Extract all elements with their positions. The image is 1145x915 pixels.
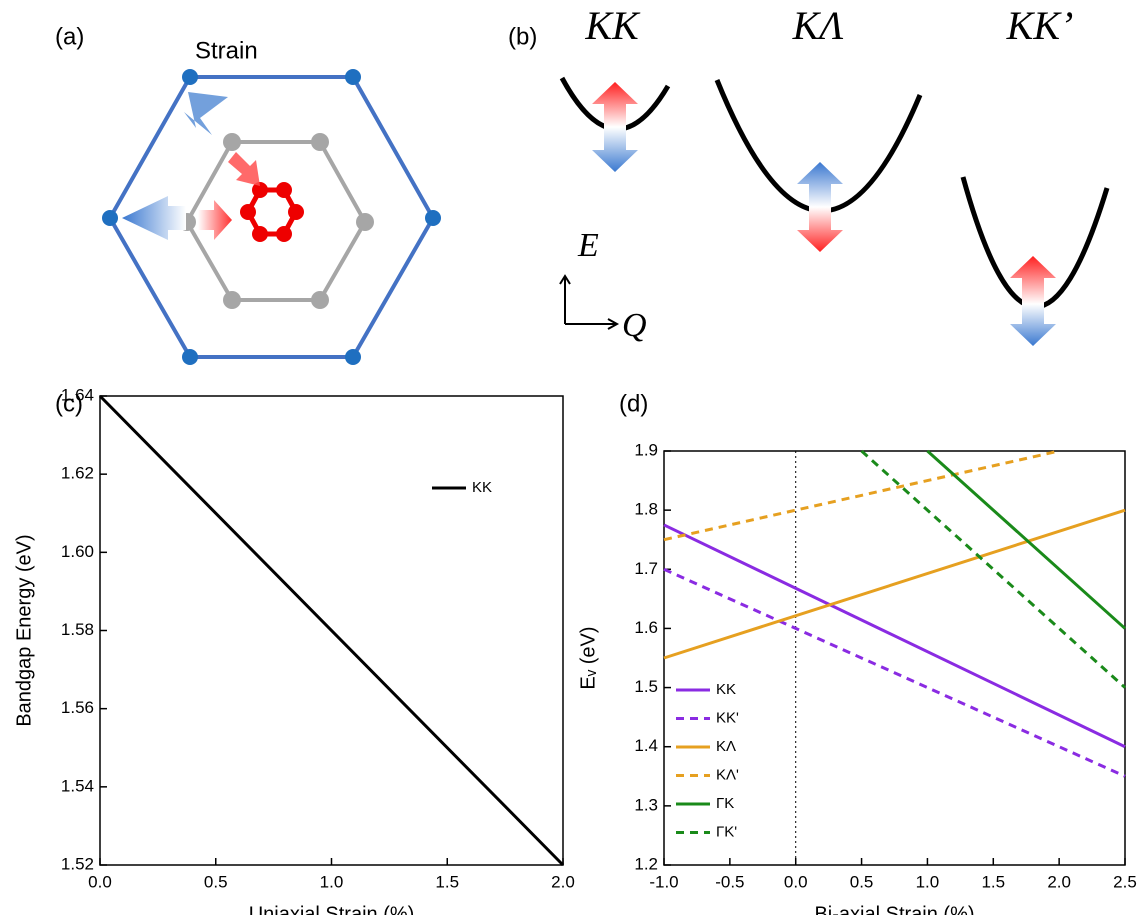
panel-label: (d): [619, 390, 648, 417]
y-tick-label: 1.6: [634, 618, 658, 637]
valley-title: KK: [584, 3, 641, 48]
x-tick-label: -0.5: [715, 872, 744, 891]
x-tick-label: 0.0: [88, 872, 112, 891]
valley-title: KK’: [1006, 3, 1074, 48]
x-tick-label: 1.5: [981, 872, 1005, 891]
y-tick-label: 1.56: [61, 698, 94, 717]
x-axis-label: Uniaxial Strain (%): [249, 903, 415, 915]
series-line: [927, 451, 1125, 628]
y-tick-label: 1.54: [61, 776, 94, 795]
y-tick-label: 1.52: [61, 854, 94, 873]
y-tick-label: 1.5: [634, 677, 658, 696]
x-tick-label: 0.5: [850, 872, 874, 891]
legend-label: ΓK: [716, 795, 734, 812]
x-tick-label: -1.0: [649, 872, 678, 891]
panel-label: (b): [508, 23, 537, 50]
y-axis-label: Eᵥ (eV): [577, 626, 599, 689]
x-tick-label: 2.5: [1113, 872, 1137, 891]
shift-arrows: [592, 82, 1056, 346]
y-tick-label: 1.2: [634, 854, 658, 873]
strain-arrow: [198, 200, 232, 240]
y-axis-label: Bandgap Energy (eV): [13, 534, 35, 726]
y-tick-label: 1.58: [61, 620, 94, 639]
legend-label: KK: [472, 479, 492, 496]
legend-label: KΛ: [716, 738, 736, 755]
y-tick-label: 1.62: [61, 464, 94, 483]
energy-axis: E: [577, 227, 599, 264]
figure: (a) Strain (b) KK KΛ KK’: [0, 0, 1145, 915]
y-tick-label: 1.3: [634, 795, 658, 814]
x-tick-label: 0.0: [784, 872, 808, 891]
strain-arrow: [184, 92, 228, 135]
x-tick-label: 1.5: [435, 872, 459, 891]
y-tick-label: 1.64: [61, 385, 94, 404]
x-tick-label: 2.0: [1047, 872, 1071, 891]
x-tick-label: 0.5: [204, 872, 228, 891]
y-tick-label: 1.60: [61, 542, 94, 561]
x-tick-label: 2.0: [551, 872, 575, 891]
strain-arrow: [122, 196, 186, 240]
legend-label: KK: [716, 681, 736, 698]
y-tick-label: 1.8: [634, 500, 658, 519]
momentum-axis: Q: [622, 307, 647, 344]
y-tick-label: 1.7: [634, 559, 658, 578]
panel-a: (a) Strain: [55, 23, 441, 365]
panel-b: (b) KK KΛ KK’ E Q: [508, 3, 1107, 346]
x-tick-label: 1.0: [320, 872, 344, 891]
y-tick-label: 1.9: [634, 440, 658, 459]
y-tick-label: 1.4: [634, 736, 658, 755]
eq-axes: [560, 276, 617, 329]
legend-label: ΓK': [716, 823, 737, 840]
valley-title: KΛ: [792, 3, 844, 48]
strain-arrow: [228, 152, 260, 186]
x-tick-label: 1.0: [916, 872, 940, 891]
strain-label: Strain: [195, 37, 258, 64]
series-line: [664, 451, 1059, 540]
legend-label: KΛ': [716, 766, 739, 783]
panel-label: (a): [55, 23, 84, 50]
x-axis-label: Bi-axial Strain (%): [814, 903, 974, 915]
series-line: [100, 396, 563, 865]
legend-label: KK': [716, 709, 739, 726]
